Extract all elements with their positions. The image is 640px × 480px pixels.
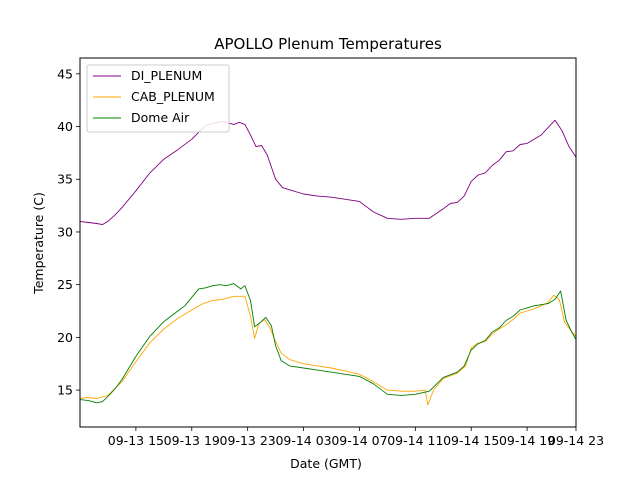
x-tick-label: 09-14 03 — [275, 433, 331, 448]
legend-box — [86, 64, 230, 133]
plot-frame — [79, 57, 577, 428]
legend-label-cab-plenum: CAB_PLENUM — [131, 89, 215, 104]
y-tick-label: 35 — [57, 172, 73, 187]
y-axis-label: Temperature (C) — [31, 192, 46, 295]
x-tick-label: 09-14 07 — [331, 433, 387, 448]
y-tick-label: 20 — [57, 330, 73, 345]
x-tick-label: 09-13 23 — [220, 433, 276, 448]
chart-title: APOLLO Plenum Temperatures — [214, 35, 442, 53]
plot-lines — [79, 119, 577, 406]
y-tick-label: 45 — [57, 66, 73, 81]
legend-label-dome-air: Dome Air — [131, 110, 190, 125]
x-tick-label: 09-14 23 — [548, 433, 604, 448]
y-tick-label: 40 — [57, 119, 73, 134]
x-tick-label: 09-14 19 — [499, 433, 555, 448]
x-tick-label: 09-14 11 — [387, 433, 443, 448]
series-line-di-plenum — [79, 119, 577, 226]
x-axis: 09-13 15 09-13 19 09-13 23 09-14 03 09-14 07… — [108, 427, 604, 448]
y-tick-label: 25 — [57, 277, 73, 292]
legend-label-di-plenum: DI_PLENUM — [131, 68, 202, 83]
x-tick-label: 09-13 15 — [108, 433, 164, 448]
x-tick-label: 09-13 19 — [164, 433, 220, 448]
x-axis-label: Date (GMT) — [290, 456, 362, 471]
x-tick-label: 09-14 15 — [443, 433, 499, 448]
series-line-dome-air — [79, 283, 577, 404]
y-axis: 15 20 25 30 35 40 45 — [57, 66, 80, 398]
legend: DI_PLENUM CAB_PLENUM Dome Air — [86, 64, 230, 133]
y-tick-label: 15 — [57, 383, 73, 398]
series-line-cab-plenum — [79, 294, 577, 406]
y-tick-label: 30 — [57, 224, 73, 239]
